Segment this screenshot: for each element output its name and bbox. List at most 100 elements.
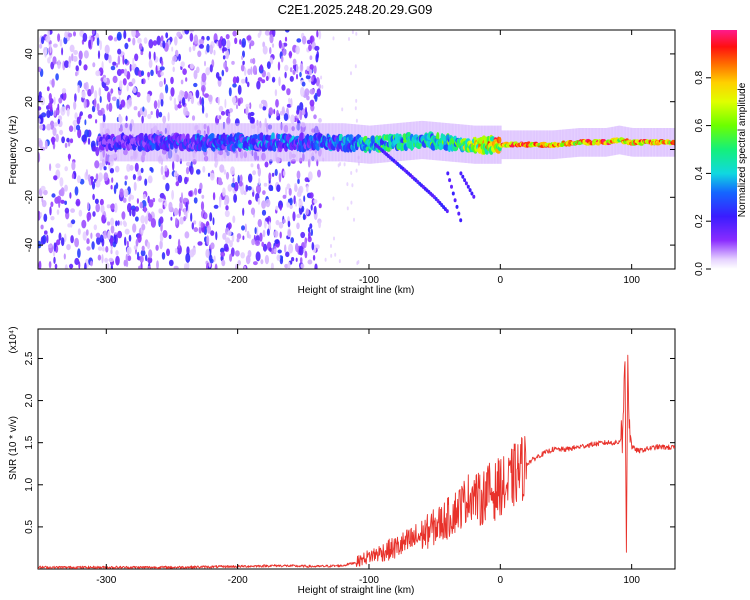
heatmap-noise-cell	[296, 170, 301, 180]
heatmap-noise-cell	[103, 230, 108, 239]
heatmap-noise-cell	[104, 257, 108, 263]
heatmap-noise-cell	[71, 173, 75, 179]
heatmap-noise-cell	[289, 67, 293, 73]
heatmap-noise-cell	[309, 55, 313, 60]
heatmap-noise-cell	[59, 129, 64, 136]
heatmap-noise-cell	[284, 263, 289, 269]
heatmap-noise-cell	[299, 102, 304, 111]
heatmap-noise-cell	[77, 84, 80, 94]
heatmap-noise-cell	[61, 88, 67, 94]
colorbar-tick-label: 0.0	[694, 262, 705, 276]
heatmap-noise-cell	[315, 77, 320, 87]
heatmap-noise-cell	[244, 223, 247, 233]
heatmap-noise-cell	[194, 188, 198, 196]
heatmap-noise-cell	[64, 233, 67, 242]
heatmap-noise-cell	[350, 171, 353, 175]
heatmap-noise-cell	[132, 86, 137, 94]
heatmap-noise-cell	[64, 264, 68, 269]
heatmap-noise-cell	[175, 217, 178, 225]
heatmap-noise-cell	[296, 222, 300, 230]
heatmap-noise-cell	[184, 30, 190, 35]
heatmap-noise-cell	[59, 39, 63, 47]
heatmap-noise-cell	[185, 77, 188, 82]
heatmap-noise-cell	[133, 106, 138, 111]
heatmap-noise-cell	[74, 93, 77, 102]
heatmap-noise-cell	[355, 168, 358, 173]
heatmap-noise-cell	[143, 206, 147, 213]
heatmap-noise-cell	[339, 162, 342, 166]
heatmap-noise-cell	[190, 212, 193, 222]
heatmap-noise-cell	[310, 35, 313, 45]
heatmap-noise-cell	[92, 193, 95, 200]
heatmap-noise-cell	[114, 165, 120, 173]
heatmap-noise-cell	[105, 246, 109, 253]
heatmap-noise-cell	[118, 115, 123, 123]
snr-panel: -300 -200 -100 0 100 0.51.01.52.02.5 (x10⁴) …	[8, 326, 676, 596]
colorbar: 0.0 0.2 0.4 0.6 0.8 Normalized spectral ampl…	[694, 30, 748, 276]
heatmap-noise-cell	[239, 174, 243, 183]
heatmap-noise-cell	[186, 161, 191, 167]
spectrogram-y-ticks: -40 -20 0 20 40	[24, 48, 675, 252]
heatmap-noise-cell	[205, 248, 210, 258]
heatmap-noise-cell	[124, 175, 128, 180]
heatmap-noise-cell	[67, 223, 72, 228]
heatmap-noise-cell	[294, 185, 298, 192]
heatmap-noise-cell	[96, 103, 100, 112]
heatmap-noise-cell	[53, 43, 58, 48]
heatmap-noise-cell	[241, 38, 246, 48]
heatmap-noise-cell	[274, 168, 278, 177]
heatmap-noise-cell	[299, 110, 303, 121]
heatmap-noise-cell	[198, 226, 202, 234]
heatmap-noise-cell	[74, 186, 79, 196]
snr-series-line	[38, 354, 675, 569]
heatmap-noise-cell	[282, 194, 287, 199]
heatmap-noise-cell	[64, 207, 70, 214]
heatmap-noise-cell	[123, 188, 129, 198]
heatmap-noise-cell	[184, 263, 188, 269]
heatmap-noise-cell	[110, 65, 116, 71]
heatmap-noise-cell	[313, 199, 318, 204]
heatmap-noise-cell	[99, 40, 102, 51]
heatmap-noise-cell	[101, 214, 106, 224]
heatmap-noise-cell	[192, 44, 196, 52]
heatmap-noise-cell	[90, 232, 93, 239]
heatmap-noise-cell	[246, 230, 250, 239]
heatmap-noise-cell	[222, 47, 228, 52]
heatmap-noise-cell	[353, 217, 355, 222]
heatmap-noise-cell	[146, 241, 151, 250]
heatmap-noise-cell	[306, 95, 310, 101]
heatmap-noise-cell	[158, 208, 162, 214]
heatmap-noise-cell	[237, 98, 241, 107]
heatmap-noise-cell	[123, 259, 127, 267]
heatmap-noise-cell	[61, 136, 65, 144]
heatmap-noise-cell	[321, 84, 324, 89]
heatmap-noise-cell	[122, 220, 127, 226]
heatmap-noise-cell	[47, 244, 53, 248]
heatmap-noise-cell	[269, 34, 274, 44]
heatmap-noise-cell	[141, 245, 145, 252]
heatmap-noise-cell	[139, 255, 144, 263]
heatmap-noise-cell	[299, 71, 302, 78]
heatmap-noise-cell	[134, 53, 139, 62]
heatmap-noise-cell	[128, 234, 132, 242]
snr-x-label: Height of straight line (km)	[298, 585, 415, 596]
heatmap-noise-cell	[122, 197, 127, 203]
heatmap-noise-cell	[209, 258, 214, 264]
heatmap-noise-cell	[249, 116, 255, 124]
heatmap-noise-cell	[163, 202, 168, 208]
heatmap-noise-cell	[168, 201, 173, 212]
spectrogram-x-ticks: -300 -200 -100 0 100	[96, 30, 640, 286]
heatmap-noise-cell	[189, 63, 194, 70]
spectrogram-y-label: Frequency (Hz)	[8, 116, 19, 185]
heatmap-noise-cell	[297, 187, 302, 196]
heatmap-noise-cell	[184, 176, 188, 185]
chart-title: C2E1.2025.248.20.29.G09	[278, 2, 433, 17]
heatmap-noise-cell	[304, 88, 310, 97]
heatmap-noise-cell	[174, 247, 178, 254]
heatmap-noise-cell	[242, 50, 245, 58]
heatmap-noise-cell	[46, 86, 50, 92]
heatmap-noise-cell	[159, 66, 165, 71]
heatmap-noise-cell	[70, 208, 75, 213]
heatmap-noise-cell	[260, 99, 266, 105]
heatmap-noise-cell	[123, 68, 128, 77]
